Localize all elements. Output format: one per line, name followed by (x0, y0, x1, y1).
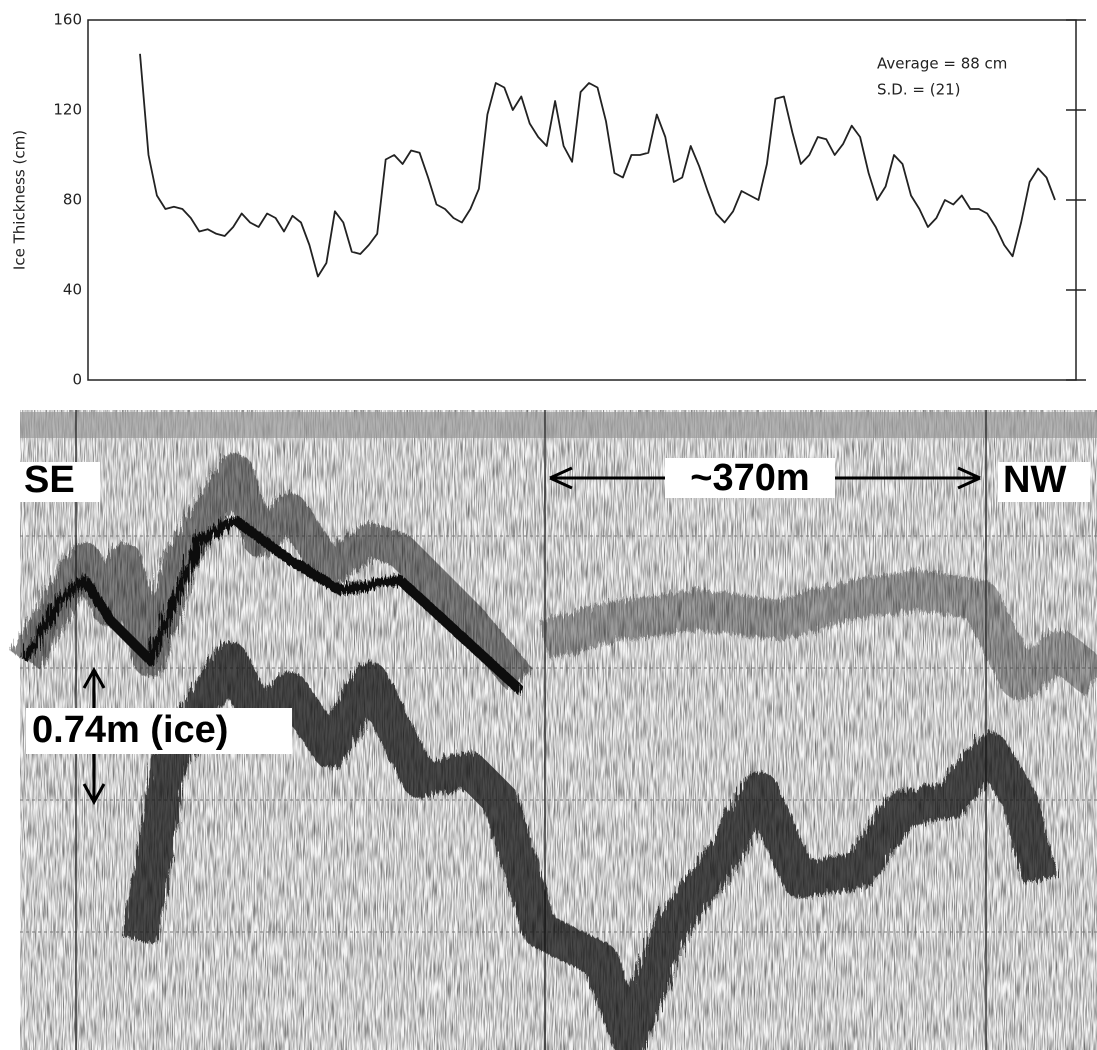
label-box (20, 462, 100, 502)
radar-image: SE ~370m NW 0.74m (ice) (10, 410, 1097, 1050)
radar-label: SE (24, 459, 75, 501)
label-box (998, 462, 1090, 502)
thickness-line (139, 53, 1056, 278)
radar-top-band (20, 412, 1097, 438)
radar-label: 0.74m (ice) (32, 709, 228, 751)
radar-reflections (10, 453, 1097, 1050)
radar-label: ~370m (690, 457, 809, 499)
y-tick-label: 0 (72, 371, 82, 389)
label-box (665, 458, 835, 498)
y-tick-label: 40 (63, 281, 82, 299)
label-box (26, 708, 292, 754)
radar-label: NW (1003, 459, 1066, 501)
annotation: S.D. = (21) (877, 81, 961, 99)
arrow-heads (82, 666, 106, 806)
y-tick-label: 120 (53, 101, 82, 119)
plot-frame (87, 19, 1077, 381)
annotation: Average = 88 cm (877, 55, 1007, 73)
y-tick-label: 160 (53, 11, 82, 29)
y-tick-label: 80 (63, 191, 82, 209)
y-axis-label: Ice Thickness (cm) (11, 130, 29, 270)
arrow-heads (549, 466, 981, 490)
